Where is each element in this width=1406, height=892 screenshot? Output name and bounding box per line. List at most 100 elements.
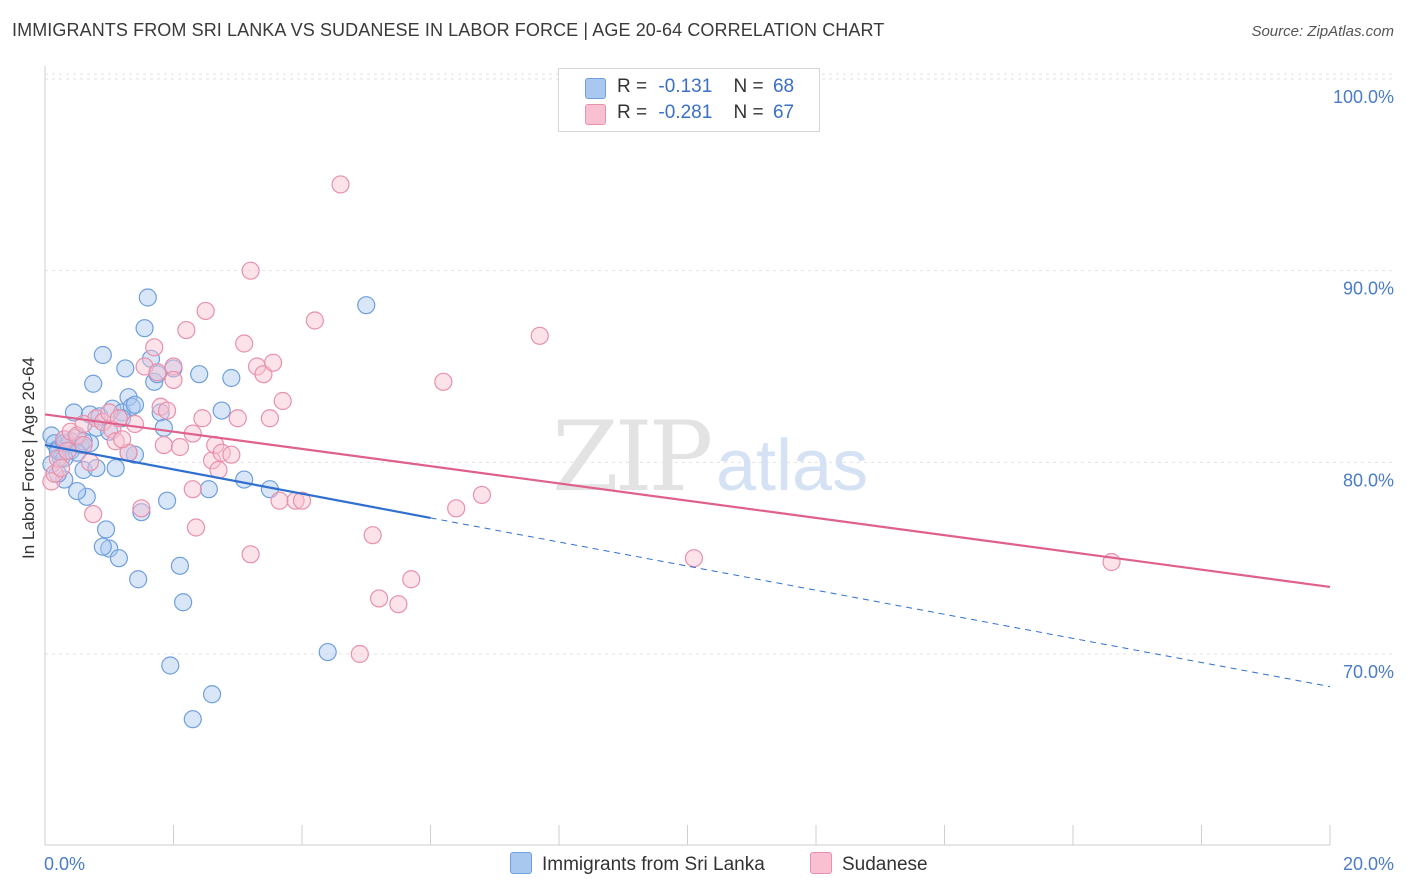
correlation-legend: R = -0.131 N = 68 R = -0.281 N = 67 <box>558 68 820 132</box>
scatter-point <box>161 656 180 675</box>
scatter-point <box>129 570 148 589</box>
trend-line-sudanese <box>44 413 1331 589</box>
scatter-point <box>292 491 312 510</box>
scatter-point <box>241 545 260 564</box>
legend-r-value: -0.131 <box>658 76 713 97</box>
trend-line-sri-lanka <box>44 444 431 519</box>
scatter-point <box>241 261 260 280</box>
series-sudanese-points <box>42 175 1121 664</box>
scatter-point <box>164 357 183 376</box>
scatter-point <box>235 470 254 489</box>
scatter-point <box>170 437 190 457</box>
scatter-point <box>100 539 119 558</box>
scatter-point <box>48 449 67 468</box>
scatter-point <box>235 334 254 353</box>
y-axis-label: In Labor Force | Age 20-64 <box>19 357 38 559</box>
scatter-point <box>222 445 241 464</box>
scatter-point <box>132 503 151 522</box>
legend-n-label: N = <box>733 76 764 97</box>
scatter-point <box>100 403 119 422</box>
chart-title: IMMIGRANTS FROM SRI LANKA VS SUDANESE IN… <box>12 20 885 40</box>
bottom-legend-sudanese: Sudanese <box>810 852 928 876</box>
x-tick-label: 0.0% <box>44 854 85 874</box>
scatter-point <box>138 288 157 307</box>
scatter-point <box>109 549 128 568</box>
legend-r-label: R = <box>617 102 648 123</box>
scatter-point <box>472 485 491 505</box>
scatter-point <box>357 296 376 315</box>
bottom-legend-swatch-pink <box>810 852 832 874</box>
legend-n-label: N = <box>733 102 764 123</box>
scatter-point <box>93 537 112 556</box>
scatter-point <box>174 593 193 612</box>
scatter-point <box>84 374 103 393</box>
scatter-point <box>80 453 100 472</box>
bottom-legend-label: Immigrants from Sri Lanka <box>542 854 765 875</box>
scatter-point <box>68 481 87 501</box>
scatter-point <box>389 595 408 614</box>
scatter-point <box>154 418 173 437</box>
scatter-point <box>190 365 209 384</box>
scatter-point <box>125 395 145 414</box>
scatter-point <box>196 301 215 321</box>
scatter-point <box>186 518 206 537</box>
scatter-point <box>125 414 145 434</box>
scatter-point <box>331 175 350 194</box>
scatter-point <box>183 480 202 499</box>
legend-r-label: R = <box>617 76 648 97</box>
scatter-point <box>135 319 154 338</box>
scatter-point <box>51 458 71 478</box>
scatter-point <box>193 409 212 428</box>
watermark-atlas: atlas <box>716 426 868 506</box>
scatter-point <box>170 556 190 575</box>
scatter-point <box>109 409 128 428</box>
bottom-legend-swatch-blue <box>510 852 532 874</box>
axes <box>44 66 1331 846</box>
legend-swatch-pink <box>585 104 606 125</box>
watermark-zip: ZIP <box>552 401 711 513</box>
scatter-point <box>77 487 96 506</box>
source-credit: Source: ZipAtlas.com <box>1251 23 1394 40</box>
scatter-point <box>447 499 466 518</box>
scatter-point <box>106 458 125 478</box>
scatter-point <box>93 345 112 365</box>
y-tick-label: 70.0% <box>1343 662 1394 682</box>
scatter-point <box>164 370 183 390</box>
scatter-point <box>84 504 103 524</box>
scatter-point <box>202 685 222 704</box>
scatter-point <box>530 326 549 345</box>
scatter-point <box>148 363 167 382</box>
trend-line-sri-lanka-extrapolated <box>430 517 1331 688</box>
scatter-point <box>305 311 324 330</box>
scatter-point <box>116 359 135 378</box>
scatter-point <box>402 570 421 589</box>
scatter-point <box>228 409 247 428</box>
scatter-point <box>263 353 283 372</box>
legend-n-value: 67 <box>772 102 795 123</box>
scatter-point <box>96 520 116 539</box>
scatter-point <box>68 426 87 445</box>
scatter-point <box>350 644 369 664</box>
scatter-point <box>145 338 164 357</box>
legend-swatch-blue <box>585 78 606 99</box>
scatter-point <box>318 642 337 662</box>
scatter-point <box>202 451 222 470</box>
bottom-legend-label: Sudanese <box>842 854 928 875</box>
grid-lines <box>45 73 1392 655</box>
scatter-point <box>151 403 170 422</box>
x-tick-label: 20.0% <box>1343 854 1394 874</box>
scatter-point <box>684 549 704 568</box>
y-tick-label: 90.0% <box>1343 279 1394 299</box>
scatter-point <box>112 430 132 449</box>
tick-labels: 70.0% 80.0% 90.0% 100.0% 0.0% 20.0% <box>44 87 1394 874</box>
bottom-legend-sri-lanka: Immigrants from Sri Lanka <box>510 852 765 876</box>
scatter-point <box>199 480 218 499</box>
scatter-point <box>370 589 389 608</box>
scatter-point <box>177 320 196 340</box>
y-tick-label: 100.0% <box>1333 87 1394 107</box>
scatter-point <box>183 710 202 729</box>
scatter-point <box>103 420 122 439</box>
scatter-point <box>132 499 151 518</box>
scatter-point <box>74 435 93 455</box>
